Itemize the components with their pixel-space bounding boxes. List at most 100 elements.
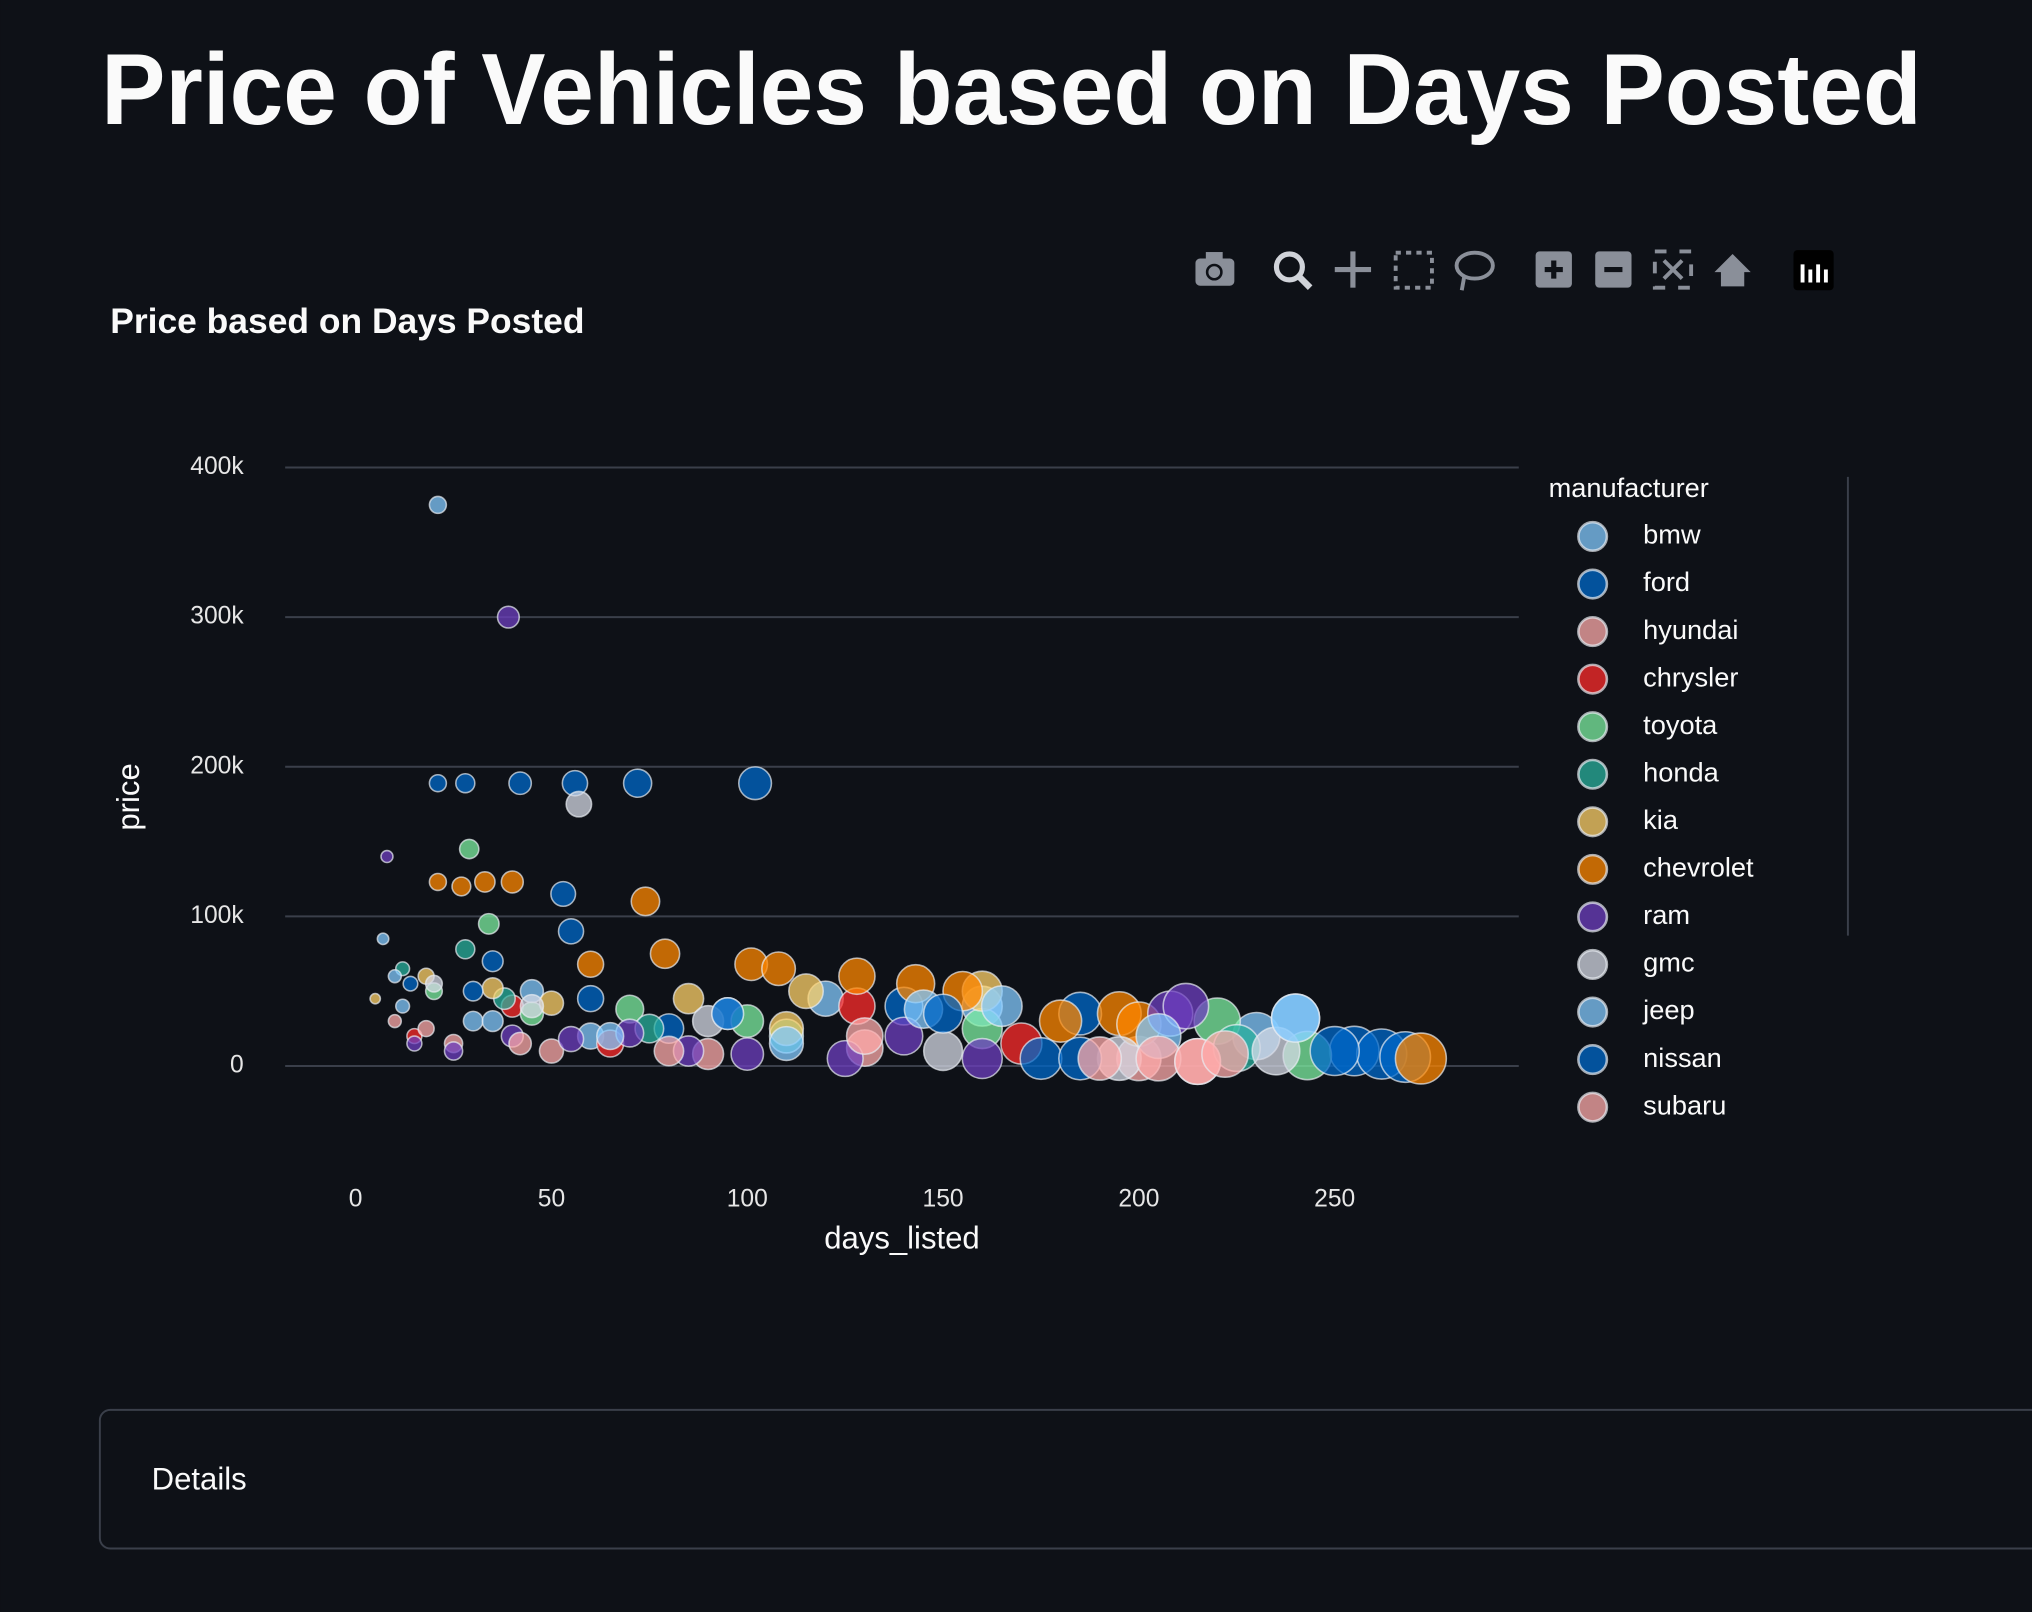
- bubble: [1309, 1025, 1360, 1077]
- bubble: [630, 886, 661, 917]
- bubble: [845, 1017, 884, 1056]
- bubble: [477, 912, 500, 935]
- bubble: [884, 1016, 924, 1056]
- expander[interactable]: Details: [98, 1408, 2032, 1550]
- bubble: [595, 1021, 625, 1051]
- bubble: [387, 968, 403, 984]
- bubble: [1019, 1036, 1063, 1081]
- plot-area: [369, 495, 1448, 1086]
- bubble: [649, 938, 681, 970]
- bubble: [1077, 1036, 1123, 1081]
- legend-item[interactable]: subaru: [1577, 1089, 1726, 1123]
- bubble: [462, 1010, 484, 1032]
- bubble: [922, 993, 964, 1034]
- legend-label: bmw: [1643, 519, 1701, 550]
- bubble: [387, 1013, 403, 1029]
- legend-item[interactable]: jeep: [1577, 994, 1695, 1028]
- y-tick-label: 0: [230, 1051, 244, 1078]
- lasso-button[interactable]: [1454, 250, 1495, 291]
- legend-item[interactable]: gmc: [1577, 947, 1695, 981]
- bubble: [922, 1030, 964, 1072]
- bubble: [838, 957, 876, 996]
- autoscale-button[interactable]: [1652, 249, 1694, 290]
- bubble: [481, 1009, 504, 1033]
- legend-label: subaru: [1643, 1089, 1726, 1120]
- legend-item[interactable]: honda: [1577, 756, 1720, 790]
- legend-item[interactable]: chrysler: [1577, 661, 1738, 695]
- page-title: Price of Vehicles based on Days Posted: [101, 34, 1922, 146]
- bubble: [428, 872, 448, 892]
- bubble: [508, 1031, 533, 1056]
- bubble: [500, 870, 525, 894]
- bubble: [394, 998, 411, 1014]
- legend-label: nissan: [1643, 1042, 1722, 1073]
- legend-label: hyundai: [1643, 614, 1738, 645]
- legend-item[interactable]: chevrolet: [1577, 852, 1754, 885]
- expander-label[interactable]: Details: [152, 1461, 247, 1496]
- legend-item[interactable]: toyota: [1577, 709, 1718, 743]
- legend-item[interactable]: nissan: [1577, 1042, 1722, 1076]
- legend-swatch: [1577, 853, 1609, 885]
- bubble: [672, 982, 705, 1015]
- legend-label: toyota: [1643, 709, 1718, 740]
- bubble: [376, 932, 390, 946]
- bubble: [622, 768, 653, 799]
- bubble: [1201, 1030, 1250, 1078]
- legend-swatch: [1577, 806, 1609, 838]
- y-tick-label: 400k: [190, 453, 244, 480]
- legend-label: ram: [1643, 899, 1690, 930]
- zoom-in-button[interactable]: [1535, 251, 1572, 288]
- legend-swatch: [1577, 568, 1609, 600]
- bubble: [481, 977, 504, 1000]
- bubble: [576, 950, 605, 979]
- legend-item[interactable]: bmw: [1577, 519, 1701, 553]
- bubble: [455, 772, 476, 794]
- bubble: [1270, 993, 1321, 1043]
- x-tick-label: 200: [1118, 1185, 1159, 1212]
- legend-swatch: [1577, 996, 1609, 1028]
- zoom-out-button[interactable]: [1595, 251, 1632, 288]
- bubble: [565, 790, 593, 818]
- bubble: [496, 605, 521, 629]
- bubble: [768, 1025, 805, 1062]
- legend-label: honda: [1643, 756, 1720, 787]
- bubble: [417, 1019, 435, 1038]
- y-tick-label: 300k: [190, 603, 244, 630]
- bubble: [481, 950, 504, 973]
- bubble: [1038, 999, 1083, 1043]
- bubble: [788, 973, 825, 1010]
- legend-label: ford: [1643, 566, 1690, 597]
- bubble: [462, 980, 484, 1002]
- legend-swatch: [1577, 520, 1609, 553]
- bubble: [451, 876, 472, 897]
- bubble: [428, 495, 448, 515]
- legend: manufacturer bmw ford hyundai chrysler toyot…: [1549, 472, 1849, 1123]
- box-select-button[interactable]: [1393, 250, 1434, 290]
- x-tick-label: 150: [923, 1185, 964, 1212]
- legend-item[interactable]: kia: [1577, 804, 1679, 838]
- legend-item[interactable]: ford: [1577, 566, 1690, 600]
- legend-swatch: [1577, 901, 1609, 933]
- bubble: [402, 975, 419, 992]
- legend-item[interactable]: hyundai: [1577, 614, 1738, 648]
- bubble: [1394, 1032, 1448, 1085]
- legend-item[interactable]: ram: [1577, 899, 1690, 933]
- legend-label: gmc: [1643, 947, 1694, 978]
- bubble: [406, 1035, 423, 1052]
- plotly-logo[interactable]: [1793, 250, 1834, 291]
- legend-swatch: [1577, 711, 1609, 743]
- grid: 0 100k 200k 300k 400k 0 50 100 150 200 250: [190, 453, 1519, 1212]
- reset-axes-button[interactable]: [1714, 253, 1751, 287]
- camera-button[interactable]: [1195, 252, 1235, 286]
- y-axis-label: price: [111, 763, 146, 830]
- bubble: [473, 871, 496, 893]
- legend-label: jeep: [1642, 994, 1694, 1025]
- legend-swatch: [1577, 616, 1609, 648]
- x-axis-label: days_listed: [824, 1220, 979, 1255]
- zoom-button[interactable]: [1273, 251, 1313, 290]
- pan-button[interactable]: [1334, 251, 1372, 288]
- legend-label: kia: [1643, 804, 1679, 835]
- x-tick-label: 50: [538, 1185, 565, 1212]
